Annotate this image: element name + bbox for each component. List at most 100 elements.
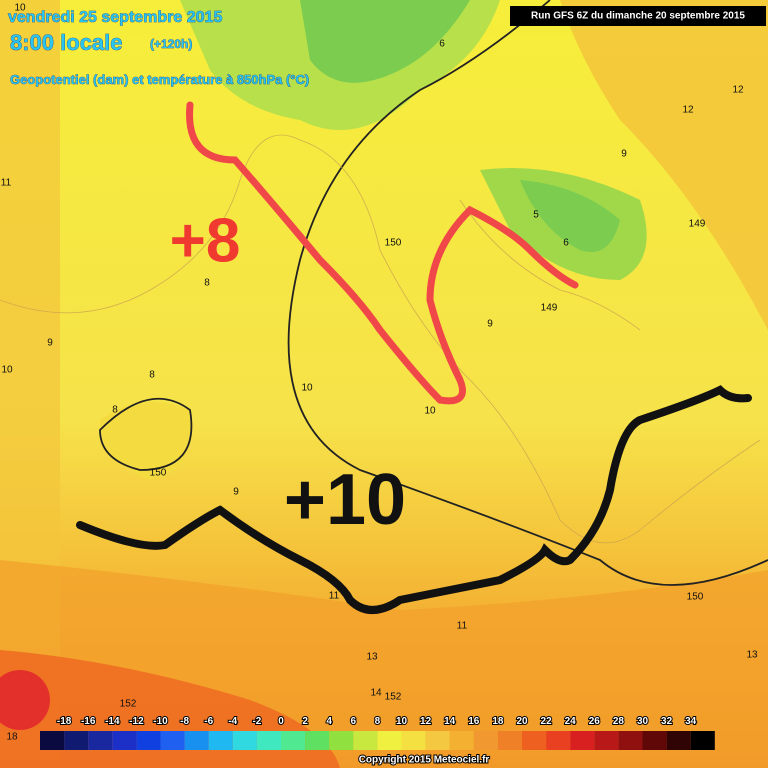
colorbar-label: 20 — [516, 716, 528, 727]
map-label: 14 — [370, 688, 382, 699]
colorbar-label: 16 — [468, 716, 480, 727]
colorbar-label: 22 — [541, 716, 553, 727]
coastline — [0, 134, 761, 544]
color-swatch — [329, 731, 354, 750]
run-box — [510, 6, 766, 26]
map-label: 6 — [439, 39, 445, 50]
map-label: 152 — [120, 699, 137, 710]
map-label: 149 — [689, 219, 706, 230]
map-label: 10 — [14, 3, 26, 14]
map-label: 13 — [746, 650, 758, 661]
color-swatch — [473, 731, 498, 750]
map-label: 9 — [621, 149, 627, 160]
annotation: +8 — [170, 206, 241, 275]
isotherm-8 — [186, 101, 579, 405]
color-swatch — [256, 731, 281, 750]
color-swatch — [401, 731, 426, 750]
map-subtitle: Geopotentiel (dam) et température à 850h… — [10, 72, 309, 87]
color-swatch — [377, 731, 402, 750]
map-label: 152 — [385, 692, 402, 703]
color-swatch — [425, 731, 450, 750]
colorbar-label: -12 — [129, 716, 144, 727]
color-swatch — [305, 731, 330, 750]
colorbar-label: -2 — [252, 716, 261, 727]
map-label: 18 — [6, 732, 18, 743]
colorbar-label: 24 — [565, 716, 577, 727]
colorbar-label: 12 — [420, 716, 432, 727]
cool-zone — [100, 402, 192, 480]
color-swatch — [281, 731, 306, 750]
color-swatch — [449, 731, 474, 750]
colorbar-label: 8 — [375, 716, 381, 727]
colorbar-label: 0 — [278, 716, 284, 727]
map-label: 150 — [687, 592, 704, 603]
map-label: 11 — [1, 178, 12, 189]
map-label: 150 — [150, 468, 167, 479]
color-swatch — [184, 731, 209, 750]
forecast-time: 8:00 locale — [10, 30, 123, 55]
annotation: +10 — [284, 460, 406, 540]
color-swatch — [618, 731, 643, 750]
map-label: 8 — [149, 370, 155, 381]
color-swatch — [353, 731, 378, 750]
color-swatch — [522, 731, 547, 750]
cool-zone — [300, 0, 470, 83]
colorbar-label: 10 — [396, 716, 408, 727]
color-swatch — [546, 731, 571, 750]
color-swatch — [112, 731, 137, 750]
color-swatch — [232, 731, 257, 750]
color-swatch — [570, 731, 595, 750]
colorbar-label: -4 — [228, 716, 237, 727]
hot-zone — [0, 670, 50, 730]
map-labels: 1012111098815091010914915013131115215214… — [1, 3, 758, 743]
lead-time: (+120h) — [150, 37, 192, 51]
map-label: 150 — [385, 238, 402, 249]
colorbar-label: 14 — [444, 716, 456, 727]
color-swatch — [208, 731, 233, 750]
color-swatch — [642, 731, 667, 750]
colorbar-label: 34 — [685, 716, 697, 727]
map-label: 10 — [301, 383, 313, 394]
map-label: 11 — [457, 621, 468, 632]
geopotential-contour — [99, 0, 768, 586]
map-label: 8 — [112, 405, 118, 416]
colorbar-label: 30 — [637, 716, 649, 727]
colorbar-label: -8 — [180, 716, 189, 727]
map-label: 12 — [682, 105, 694, 116]
copyright: Copyright 2015 Meteociel.fr — [359, 755, 490, 766]
colorbar-label: -6 — [204, 716, 213, 727]
colorbar-label: 18 — [492, 716, 504, 727]
colorbar-label: -18 — [57, 716, 72, 727]
map-label: 9 — [233, 487, 239, 498]
color-swatch — [594, 731, 619, 750]
map-label: 10 — [1, 365, 13, 376]
cool-zone — [520, 180, 620, 252]
colorbar-label: 28 — [613, 716, 625, 727]
color-swatch — [64, 731, 89, 750]
map-label: 8 — [204, 278, 210, 289]
map-label: 9 — [47, 338, 53, 349]
color-swatch — [160, 731, 185, 750]
run-info: Run GFS 6Z du dimanche 20 septembre 2015 — [531, 11, 745, 22]
isotherm-10 — [76, 385, 752, 614]
map-label: 11 — [329, 591, 340, 602]
map-label: 13 — [366, 652, 378, 663]
map-label: 9 — [487, 319, 493, 330]
colorbar-label: -10 — [153, 716, 168, 727]
map-label: 10 — [424, 406, 436, 417]
colorbar: -18 -16 -14 -12 -10 -8 -6 -4 -2 0 2 4 6 8 10 12 14 16 18 20… — [40, 715, 715, 750]
map-label: 6 — [563, 238, 569, 249]
map-label: 149 — [541, 303, 558, 314]
colorbar-label: 26 — [589, 716, 601, 727]
color-swatch — [40, 731, 65, 750]
colorbar-label: -16 — [81, 716, 96, 727]
color-swatch — [88, 731, 113, 750]
colorbar-label: 2 — [302, 716, 308, 727]
color-swatch — [690, 731, 715, 750]
map-label: 12 — [732, 85, 744, 96]
color-swatch — [666, 731, 691, 750]
colorbar-label: -14 — [105, 716, 120, 727]
colorbar-label: 6 — [351, 716, 357, 727]
colorbar-label: 4 — [326, 716, 332, 727]
